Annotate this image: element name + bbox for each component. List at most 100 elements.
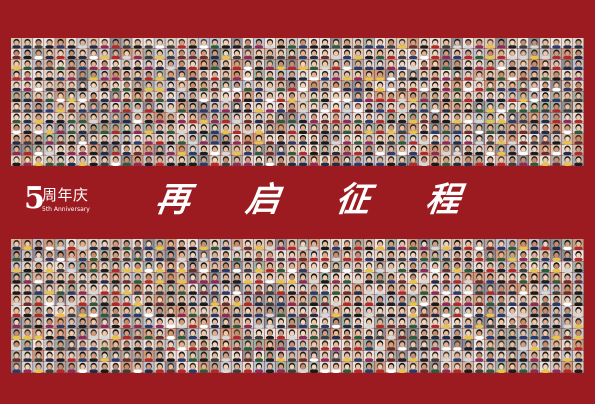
portrait-photo: [396, 283, 408, 295]
portrait-photo: [451, 123, 463, 134]
portrait-photo: [231, 361, 243, 373]
portrait-photo: [99, 144, 110, 156]
portrait-photo: [528, 123, 540, 134]
portrait-photo: [11, 112, 22, 124]
portrait-photo: [22, 112, 33, 124]
portrait-photo: [242, 283, 254, 295]
portrait-photo: [341, 70, 353, 81]
portrait-photo: [484, 283, 496, 295]
portrait-photo: [198, 70, 209, 81]
portrait-photo: [363, 272, 375, 284]
portrait-photo: [253, 328, 265, 340]
portrait-photo: [275, 123, 287, 134]
portrait-photo: [385, 239, 397, 251]
portrait-photo: [451, 261, 463, 273]
portrait-photo: [484, 294, 496, 306]
portrait-photo: [319, 239, 331, 251]
portrait-photo: [132, 272, 143, 284]
portrait-photo: [209, 250, 220, 262]
portrait-photo: [297, 59, 309, 70]
portrait-photo: [286, 48, 298, 60]
portrait-photo: [231, 239, 243, 251]
portrait-photo: [561, 134, 573, 145]
portrait-photo: [429, 239, 441, 251]
portrait-photo: [495, 272, 507, 284]
portrait-photo: [451, 317, 463, 329]
portrait-photo: [517, 80, 529, 92]
portrait-photo: [220, 112, 231, 124]
portrait-photo: [385, 144, 397, 156]
portrait-photo: [33, 306, 44, 318]
portrait-photo: [341, 339, 353, 351]
portrait-photo: [473, 294, 485, 306]
portrait-photo: [352, 306, 364, 318]
portrait-photo: [451, 70, 463, 81]
portrait-photo: [528, 48, 540, 60]
portrait-photo: [495, 261, 507, 273]
portrait-photo: [528, 317, 540, 329]
portrait-photo: [253, 250, 265, 262]
portrait-photo: [77, 261, 88, 273]
portrait-photo: [506, 317, 518, 329]
portrait-photo: [11, 350, 22, 362]
portrait-photo: [385, 294, 397, 306]
portrait-photo: [462, 38, 474, 49]
portrait-photo: [132, 306, 143, 318]
portrait-photo: [473, 134, 485, 145]
portrait-photo: [462, 91, 474, 102]
portrait-photo: [242, 48, 254, 60]
portrait-photo: [341, 272, 353, 284]
portrait-photo: [110, 59, 121, 70]
portrait-photo: [286, 250, 298, 262]
portrait-photo: [154, 272, 165, 284]
portrait-photo: [473, 91, 485, 102]
portrait-photo: [55, 294, 66, 306]
portrait-photo: [440, 59, 452, 70]
portrait-photo: [253, 306, 265, 318]
portrait-photo: [363, 350, 375, 362]
portrait-photo: [550, 272, 562, 284]
portrait-photo: [308, 339, 320, 351]
portrait-photo: [572, 239, 584, 251]
portrait-photo: [22, 261, 33, 273]
portrait-photo: [330, 261, 342, 273]
portrait-photo: [341, 80, 353, 92]
portrait-photo: [77, 70, 88, 81]
portrait-photo: [88, 261, 99, 273]
portrait-photo: [55, 48, 66, 60]
portrait-photo: [561, 317, 573, 329]
portrait-photo: [121, 80, 132, 92]
portrait-photo: [55, 70, 66, 81]
portrait-photo: [220, 317, 231, 329]
portrait-photo: [330, 339, 342, 351]
portrait-photo: [33, 59, 44, 70]
portrait-photo: [429, 134, 441, 145]
portrait-photo: [528, 283, 540, 295]
portrait-photo: [33, 294, 44, 306]
portrait-photo: [88, 361, 99, 373]
portrait-photo: [33, 91, 44, 102]
portrait-photo: [440, 250, 452, 262]
portrait-photo: [484, 80, 496, 92]
portrait-photo: [187, 317, 198, 329]
portrait-photo: [539, 144, 551, 156]
portrait-photo: [550, 59, 562, 70]
portrait-photo: [539, 272, 551, 284]
portrait-photo: [88, 294, 99, 306]
portrait-photo: [242, 317, 254, 329]
portrait-photo: [110, 294, 121, 306]
portrait-photo: [517, 261, 529, 273]
portrait-photo: [429, 91, 441, 102]
portrait-photo: [33, 38, 44, 49]
portrait-photo: [77, 272, 88, 284]
portrait-photo: [451, 38, 463, 49]
portrait-photo: [143, 155, 154, 166]
portrait-photo: [33, 283, 44, 295]
portrait-photo: [374, 283, 386, 295]
portrait-photo: [429, 155, 441, 166]
portrait-photo: [242, 144, 254, 156]
portrait-photo: [297, 112, 309, 124]
portrait-photo: [429, 144, 441, 156]
portrait-photo: [242, 80, 254, 92]
portrait-photo: [363, 328, 375, 340]
